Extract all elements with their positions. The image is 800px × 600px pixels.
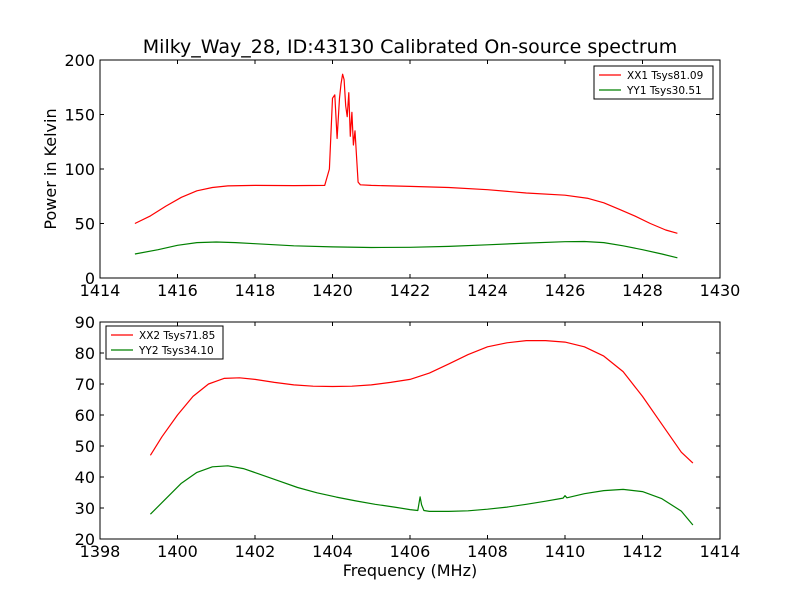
- y-tick-label: 20: [75, 530, 95, 549]
- y-tick-label: 150: [64, 106, 95, 125]
- y-tick-label: 30: [75, 499, 95, 518]
- x-tick-label: 1426: [545, 281, 586, 300]
- y-tick-label: 40: [75, 468, 95, 487]
- series-line-2-1: [149, 340, 694, 464]
- x-tick-label: 1402: [235, 542, 276, 561]
- legend-box: [105, 325, 224, 360]
- x-tick-label: 1406: [390, 542, 431, 561]
- legend-label: XX1 Tsys81.09: [627, 70, 703, 82]
- y-tick-label: 70: [75, 375, 95, 394]
- y-tick-label: 50: [75, 215, 95, 234]
- x-tick-label: 1428: [622, 281, 663, 300]
- x-tick-label: 1410: [545, 542, 586, 561]
- legend-label: XX2 Tsys71.85: [139, 330, 215, 342]
- x-tick-label: 1422: [390, 281, 431, 300]
- x-axis-label: Frequency (MHz): [343, 561, 477, 580]
- x-tick-label: 1420: [312, 281, 353, 300]
- x-tick-label: 1404: [312, 542, 353, 561]
- legend-box: [593, 65, 714, 100]
- figure-title: Milky_Way_28, ID:43130 Calibrated On-sou…: [143, 36, 677, 58]
- panel-1: 1414 1416 1418 1420 1422 1424 1426 1428 1430 0 50 1…: [41, 51, 740, 300]
- x-tick-label: 1414: [80, 281, 121, 300]
- y-tick-label: 100: [64, 160, 95, 179]
- x-tick-label: 1430: [700, 281, 741, 300]
- y-tick-label: 90: [75, 313, 95, 332]
- y-tick-label: 0: [85, 269, 95, 288]
- x-tick-label: 1400: [157, 542, 198, 561]
- x-tick-label: 1414: [700, 542, 741, 561]
- y-tick-label: 200: [64, 51, 95, 70]
- legend-1: XX1 Tsys81.09 YY1 Tsys30.51: [593, 65, 714, 100]
- x-tick-label: 1424: [467, 281, 508, 300]
- series-line-2-2: [149, 465, 694, 526]
- x-tick-label: 1398: [80, 542, 121, 561]
- series-line-1-2: [134, 240, 678, 259]
- legend-label: YY1 Tsys30.51: [626, 85, 702, 97]
- x-tick-label: 1418: [235, 281, 276, 300]
- y-tick-label: 60: [75, 406, 95, 425]
- x-tick-label: 1416: [157, 281, 198, 300]
- x-tick-label: 1412: [622, 542, 663, 561]
- y-axis-label: Power in Kelvin: [41, 108, 60, 229]
- x-tick-label: 1408: [467, 542, 508, 561]
- series-line-1-1: [134, 73, 678, 234]
- legend-label: YY2 Tsys34.10: [138, 345, 214, 357]
- y-tick-label: 80: [75, 344, 95, 363]
- y-tick-label: 50: [75, 437, 95, 456]
- legend-2: XX2 Tsys71.85 YY2 Tsys34.10: [105, 325, 224, 360]
- panel-2: 1398 1400 1402 1404 1406 1408 1410 1412 1414 20 30…: [75, 313, 741, 580]
